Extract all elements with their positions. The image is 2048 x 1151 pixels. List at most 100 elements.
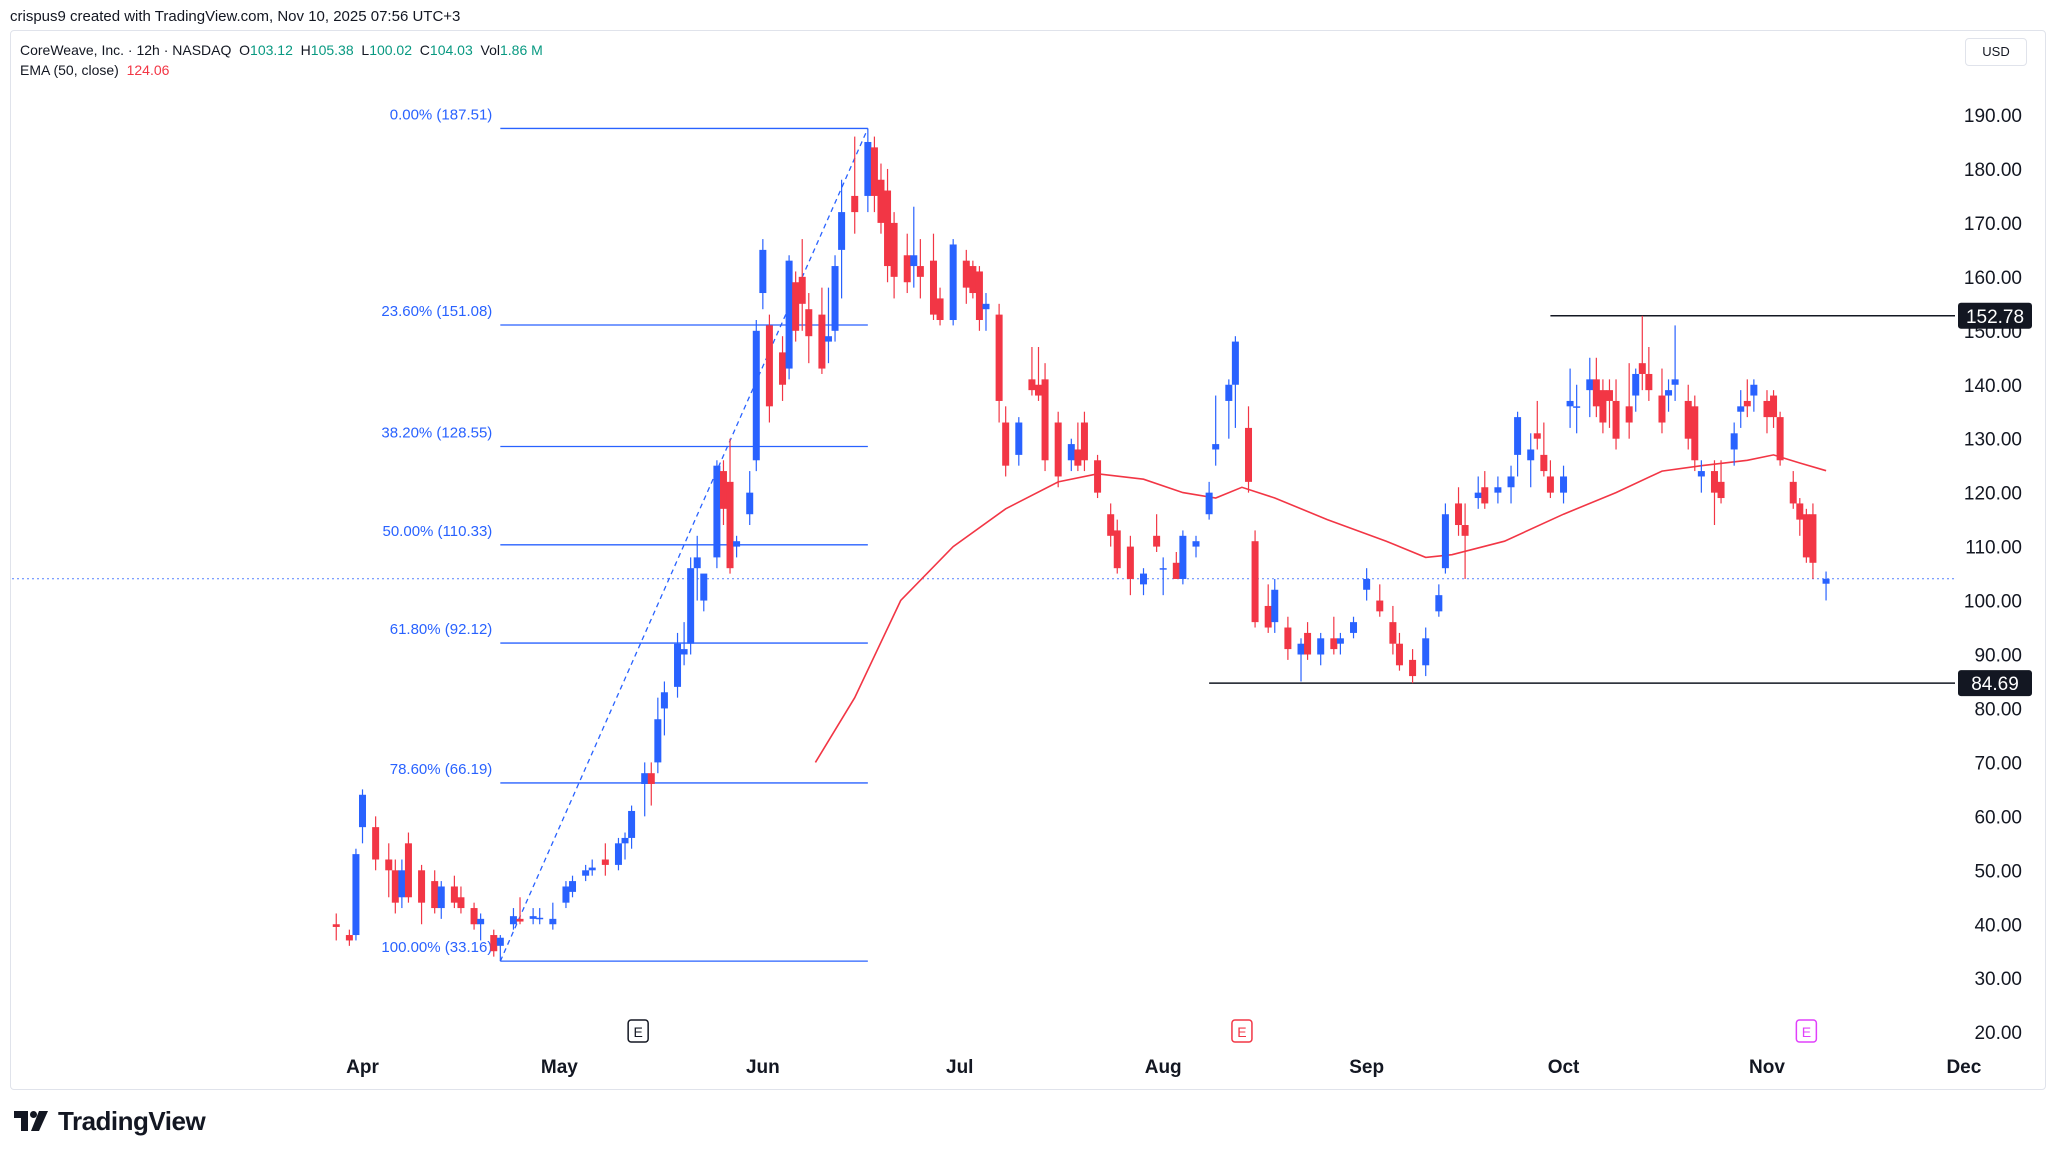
candle-up[interactable] (1566, 400, 1574, 407)
candle-up[interactable] (1737, 406, 1745, 412)
candle-down[interactable] (1074, 449, 1082, 466)
candle-down[interactable] (1645, 373, 1653, 391)
candle-down[interactable] (1599, 390, 1607, 423)
chart-panel[interactable] (10, 30, 2046, 1090)
candle-up[interactable] (1514, 417, 1522, 455)
candle-down[interactable] (1251, 541, 1259, 623)
candle-up[interactable] (549, 918, 557, 925)
symbol-title[interactable]: CoreWeave, Inc. · 12h · NASDAQ (20, 42, 232, 58)
candle-down[interactable] (1802, 514, 1810, 558)
candle-up[interactable] (1474, 492, 1482, 499)
candle-down[interactable] (1304, 632, 1312, 655)
candle-up[interactable] (713, 465, 721, 558)
candle-down[interactable] (470, 908, 478, 925)
candle-up[interactable] (614, 843, 622, 865)
candle-up[interactable] (536, 917, 544, 920)
candle-down[interactable] (372, 827, 380, 860)
candle-down[interactable] (450, 886, 458, 903)
candle-up[interactable] (562, 886, 570, 903)
candle-down[interactable] (404, 843, 412, 898)
candle-down[interactable] (1126, 546, 1134, 579)
candle-up[interactable] (785, 260, 793, 369)
candle-down[interactable] (1481, 487, 1489, 504)
candle-down[interactable] (798, 276, 806, 304)
candle-up[interactable] (529, 916, 537, 919)
candle-down[interactable] (936, 298, 944, 321)
candle-up[interactable] (1822, 578, 1830, 584)
candle-down[interactable] (1540, 454, 1548, 472)
candle-up[interactable] (1671, 379, 1679, 385)
candle-down[interactable] (890, 222, 898, 277)
candle-up[interactable] (1317, 638, 1325, 655)
candle-down[interactable] (1546, 476, 1554, 493)
candle-up[interactable] (1560, 476, 1568, 493)
candle-up[interactable] (746, 492, 754, 515)
candle-down[interactable] (870, 147, 878, 196)
candle-up[interactable] (582, 870, 590, 876)
candle-down[interactable] (1389, 622, 1397, 644)
candle-down[interactable] (1330, 638, 1338, 650)
candle-down[interactable] (969, 266, 977, 294)
candle-down[interactable] (457, 897, 465, 909)
candle-up[interactable] (1212, 444, 1220, 450)
candle-down[interactable] (765, 325, 773, 407)
candle-down[interactable] (1763, 400, 1771, 418)
candle-down[interactable] (1789, 481, 1797, 504)
candle-up[interactable] (1350, 622, 1358, 633)
candle-down[interactable] (345, 935, 353, 941)
candle-up[interactable] (1527, 449, 1535, 461)
candle-down[interactable] (1605, 390, 1613, 401)
candle-down[interactable] (385, 859, 393, 871)
earnings-marker[interactable] (1795, 1019, 1818, 1043)
candle-down[interactable] (1284, 627, 1292, 650)
candle-down[interactable] (1028, 379, 1036, 391)
candle-up[interactable] (674, 643, 682, 687)
candle-down[interactable] (851, 195, 859, 213)
earnings-marker[interactable] (1231, 1019, 1253, 1043)
candle-up[interactable] (1159, 568, 1167, 570)
candle-down[interactable] (726, 481, 734, 569)
candle-up[interactable] (1494, 487, 1502, 493)
candle-down[interactable] (975, 271, 983, 321)
candle-up[interactable] (1363, 578, 1371, 590)
candle-up[interactable] (1586, 379, 1594, 391)
candle-down[interactable] (1638, 363, 1646, 374)
candle-down[interactable] (1002, 422, 1010, 466)
candle-down[interactable] (1776, 417, 1784, 461)
candle-down[interactable] (1455, 503, 1463, 526)
candle-down[interactable] (391, 870, 399, 903)
candle-up[interactable] (660, 692, 668, 709)
candle-down[interactable] (1376, 600, 1384, 612)
candle-down[interactable] (916, 266, 924, 277)
candle-up[interactable] (1271, 589, 1279, 623)
candle-up[interactable] (949, 244, 957, 321)
candle-down[interactable] (1796, 503, 1804, 520)
candle-up[interactable] (509, 916, 517, 925)
candle-down[interactable] (418, 870, 426, 903)
candle-down[interactable] (1054, 422, 1062, 477)
candle-up[interactable] (628, 810, 636, 838)
candle-up[interactable] (588, 867, 596, 871)
candle-down[interactable] (1717, 481, 1725, 499)
candle-down[interactable] (1710, 471, 1718, 493)
candle-down[interactable] (516, 918, 524, 922)
candle-down[interactable] (1770, 395, 1778, 418)
candle-down[interactable] (1684, 400, 1692, 439)
candle-up[interactable] (621, 837, 629, 844)
candle-down[interactable] (1034, 384, 1042, 396)
candle-up[interactable] (398, 870, 406, 898)
candle-down[interactable] (1245, 427, 1253, 482)
candle-up[interactable] (1179, 535, 1187, 579)
ema-line[interactable] (814, 454, 1827, 763)
candle-up[interactable] (1730, 433, 1738, 450)
candle-up[interactable] (1573, 406, 1581, 408)
candle-up[interactable] (1297, 643, 1305, 655)
candle-up[interactable] (838, 212, 846, 250)
candle-down[interactable] (903, 255, 911, 283)
candle-up[interactable] (496, 937, 504, 946)
candle-up[interactable] (1665, 390, 1673, 396)
candle-up[interactable] (831, 266, 839, 331)
candle-down[interactable] (1395, 643, 1403, 666)
candle-up[interactable] (569, 881, 577, 892)
